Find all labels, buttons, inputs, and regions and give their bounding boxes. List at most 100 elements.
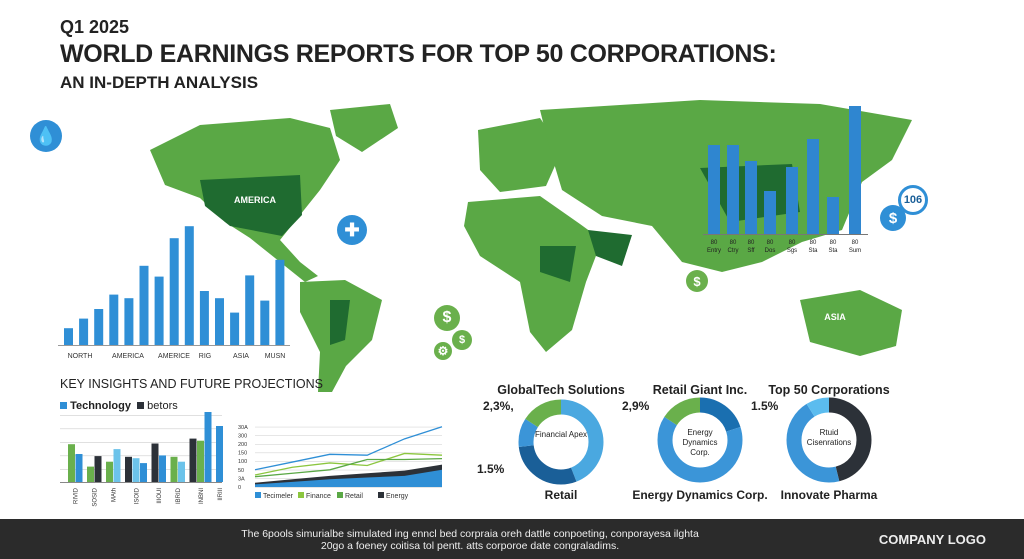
donut-percent-label: 1.5% <box>477 462 505 476</box>
y-tick-label: 30A <box>238 425 248 431</box>
bar <box>178 461 185 482</box>
tick-label: 80 <box>767 240 774 246</box>
donut-slice <box>657 397 743 483</box>
water-drop-icon: 💧 <box>30 120 62 152</box>
gridline <box>60 455 222 457</box>
tick-label: Dos <box>765 248 776 254</box>
bar <box>786 167 798 234</box>
tick-label: Sta <box>828 248 838 254</box>
legend-swatch <box>255 492 261 498</box>
legend-swatch <box>60 402 67 409</box>
tick-label: 80 <box>810 240 817 246</box>
footer: The 6pools simurialbe simulated ing ennc… <box>0 519 1024 559</box>
map-label-america: AMERICA <box>234 195 276 205</box>
dollar-icon: $ <box>686 270 708 292</box>
bar <box>275 259 285 345</box>
legend-label: Finance <box>306 493 331 500</box>
donut-center-label: Rtuid Cisenrations <box>806 428 852 447</box>
donut-slice <box>518 399 604 485</box>
bar <box>87 466 94 482</box>
grouped-bar-chart: RIVID SOSID MAth ISOID IIIOUI IBRID INBNI IIRII… <box>60 412 224 507</box>
donut-title: Top 50 Corporations <box>768 383 890 397</box>
donut-slice <box>518 399 604 485</box>
bar <box>154 276 164 345</box>
bar <box>708 145 720 234</box>
kicker: Q1 2025 <box>60 17 130 37</box>
donut-bottom-label: Innovate Pharma <box>780 488 878 502</box>
y-tick-label: 150 <box>238 451 247 457</box>
projection-line-chart: 0 3A 50 100 150 200 300 30A Tecimeler Finance Reta… <box>238 425 443 500</box>
bar <box>151 443 159 482</box>
bar <box>197 440 204 482</box>
gridline <box>60 442 222 443</box>
y-tick-label: 0 <box>238 485 241 491</box>
bar <box>68 444 75 482</box>
tick-label: AMERICE <box>158 353 190 360</box>
europe <box>478 118 562 192</box>
legend-technology: Technology <box>70 400 131 412</box>
tick-label: MAth <box>112 488 118 502</box>
gridline <box>255 487 442 488</box>
donut-chart <box>518 399 604 485</box>
tick-label: NORTH <box>68 353 93 360</box>
australia <box>800 290 902 356</box>
bar <box>75 454 83 482</box>
donut-percent-label: 1.5% <box>751 399 779 413</box>
tick-label: Sta <box>808 248 818 254</box>
legend-label: Retail <box>345 493 363 500</box>
tick-label: Sum <box>849 248 861 254</box>
grouped-chart-legend: Technology betors <box>60 400 178 412</box>
tick-label: AMERICA <box>112 353 144 360</box>
greenland <box>330 104 398 152</box>
y-tick-label: 100 <box>238 459 247 465</box>
gridline <box>255 461 442 462</box>
company-logo: COMPANY LOGO <box>878 532 986 547</box>
bar <box>184 226 194 345</box>
bar <box>106 461 113 482</box>
donut-slice <box>786 397 872 483</box>
page-subtitle: AN IN-DEPTH ANALYSIS <box>60 73 259 92</box>
bar <box>189 438 197 482</box>
tick-label: IIRIII <box>218 488 224 501</box>
insights-heading: KEY INSIGHTS AND FUTURE PROJECTIONS <box>60 377 324 391</box>
tick-label: 80 <box>830 240 837 246</box>
tick-label: Ctry <box>728 248 739 254</box>
tick-label: 80 <box>789 240 796 246</box>
bar <box>199 291 209 345</box>
x-axis <box>703 234 868 235</box>
coin-badge-icon: 106 <box>898 185 928 215</box>
tick-label: IBRID <box>176 487 182 504</box>
tick-label: RIG <box>199 353 211 360</box>
bar <box>124 298 134 345</box>
bar <box>113 449 121 482</box>
legend-swatch <box>298 492 304 498</box>
legend-swatch <box>137 402 145 409</box>
dollar-icon: $ <box>880 205 906 231</box>
gridline <box>255 469 442 471</box>
gear-icon: ⚙ <box>434 342 452 360</box>
donut-center-label: Financial Apex <box>534 430 588 439</box>
donut-bottom-label: Retail <box>544 488 578 502</box>
bar <box>159 455 166 482</box>
tick-label: 80 <box>711 240 718 246</box>
coin-icon: $ <box>452 330 472 350</box>
bar <box>125 456 132 482</box>
regional-bar-chart: NORTH AMERICA AMERICE RIG ASIA MUSN <box>58 226 290 360</box>
gridline <box>255 435 442 436</box>
donut-percent-label: 2,9% <box>622 399 650 413</box>
legend-label: Tecimeler <box>263 493 294 500</box>
donut-bottom-label: Energy Dynamics Corp. <box>632 488 768 502</box>
tick-label: ISOID <box>134 487 140 504</box>
tick-label: IIIOUI <box>157 488 163 504</box>
tick-label: 80 <box>748 240 755 246</box>
bar <box>849 106 861 234</box>
world-map: AMERICA ASIA NORTH AMERICA AMERICE RIG ASIA M… <box>58 100 912 507</box>
bar <box>260 300 270 345</box>
tick-label: Sff <box>747 248 755 254</box>
tick-label: RIVID <box>74 487 80 504</box>
legend-swatch <box>378 492 384 498</box>
bar <box>94 456 102 482</box>
page-title: WORLD EARNINGS REPORTS FOR TOP 50 CORPOR… <box>60 40 777 68</box>
footer-disclaimer: The 6pools simurialbe simulated ing ennc… <box>241 528 699 552</box>
gridline <box>255 426 442 428</box>
